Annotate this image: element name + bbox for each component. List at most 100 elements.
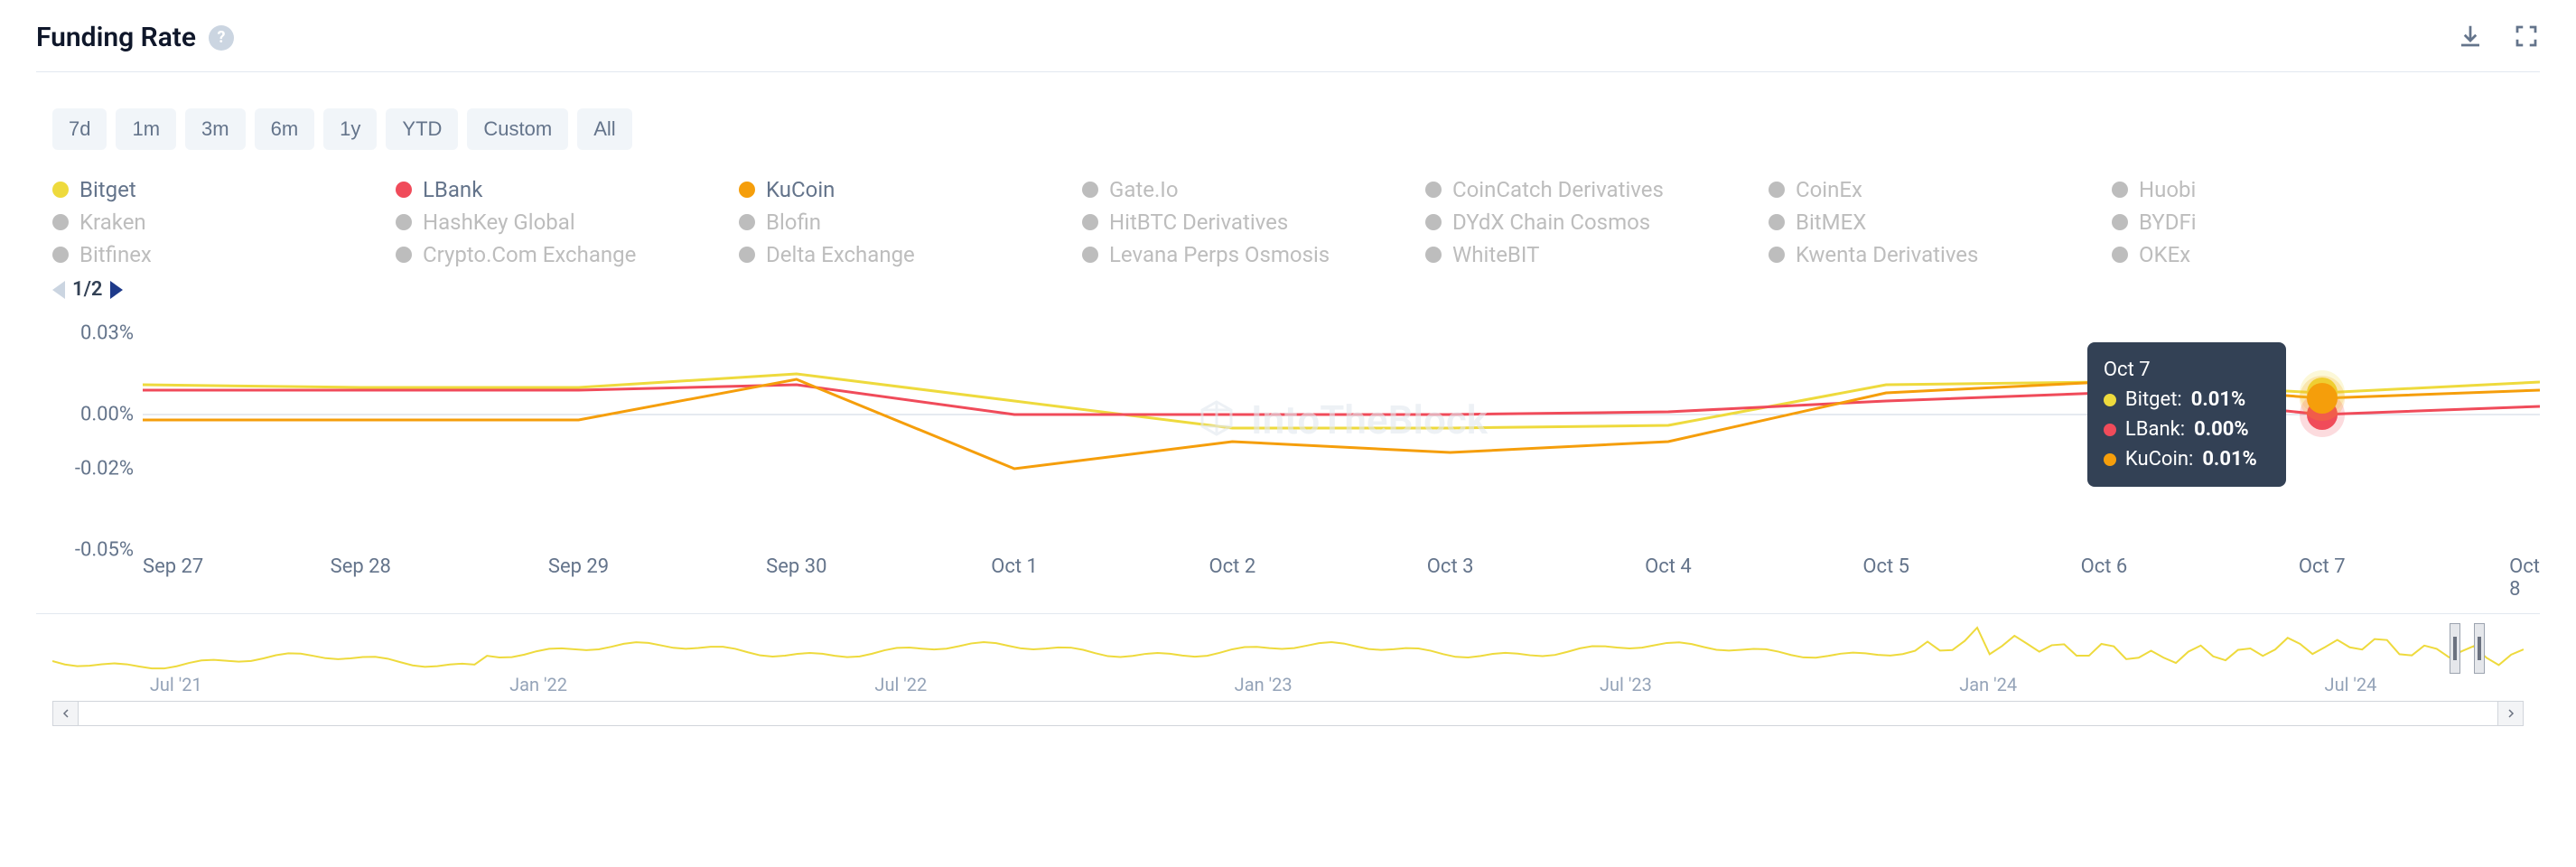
- x-axis-label: Oct 4: [1645, 555, 1692, 578]
- legend-item[interactable]: LBank: [396, 177, 739, 202]
- x-axis-label: Oct 2: [1209, 555, 1256, 578]
- x-axis-label: Oct 6: [2081, 555, 2128, 578]
- legend-item[interactable]: Kwenta Derivatives: [1769, 242, 2112, 267]
- scroll-right-button[interactable]: [2497, 702, 2523, 725]
- navigator-x-label: Jul '22: [874, 674, 927, 695]
- legend-item[interactable]: KuCoin: [739, 177, 1082, 202]
- header-actions: [2457, 23, 2540, 53]
- pager-prev-icon[interactable]: [52, 281, 65, 299]
- legend-label: Delta Exchange: [766, 242, 915, 267]
- y-axis: 0.03%0.00%-0.02%-0.05%: [52, 333, 143, 550]
- range-button-custom[interactable]: Custom: [467, 108, 568, 150]
- legend-dot-icon: [1082, 182, 1098, 198]
- legend-dot-icon: [52, 214, 69, 230]
- legend-dot-icon: [1769, 182, 1785, 198]
- legend-item[interactable]: Levana Perps Osmosis: [1082, 242, 1425, 267]
- range-button-1m[interactable]: 1m: [116, 108, 176, 150]
- x-axis-label: Oct 5: [1862, 555, 1909, 578]
- navigator-chart[interactable]: Jul '21Jan '22Jul '22Jan '23Jul '23Jan '…: [52, 623, 2524, 695]
- legend-item[interactable]: OKEx: [2112, 242, 2455, 267]
- y-axis-label: 0.00%: [80, 404, 134, 426]
- legend-dot-icon: [2112, 247, 2128, 263]
- legend-item[interactable]: Bitfinex: [52, 242, 396, 267]
- series-line: [143, 385, 2540, 415]
- legend-dot-icon: [52, 182, 69, 198]
- title-wrap: Funding Rate ?: [36, 22, 234, 53]
- range-button-6m[interactable]: 6m: [255, 108, 315, 150]
- range-button-3m[interactable]: 3m: [185, 108, 246, 150]
- navigator-x-label: Jan '24: [1959, 674, 2017, 695]
- legend-item[interactable]: Bitget: [52, 177, 396, 202]
- help-icon[interactable]: ?: [209, 25, 234, 51]
- x-axis-label: Oct 3: [1427, 555, 1474, 578]
- navigator-x-label: Jan '23: [1235, 674, 1293, 695]
- legend-label: HitBTC Derivatives: [1109, 210, 1288, 235]
- legend-pager: 1/2: [36, 278, 2540, 301]
- legend-label: Bitfinex: [79, 242, 152, 267]
- legend-dot-icon: [1082, 214, 1098, 230]
- plot-area[interactable]: IntoTheBlock Oct 7Bitget: 0.01%LBank: 0.…: [143, 333, 2540, 550]
- navigator-x-label: Jul '24: [2325, 674, 2377, 695]
- y-axis-label: -0.05%: [75, 539, 134, 562]
- legend-label: BYDFi: [2139, 210, 2197, 235]
- range-selector: 7d1m3m6m1yYTDCustomAll: [36, 108, 2540, 150]
- legend-item[interactable]: CoinEx: [1769, 177, 2112, 202]
- legend-item[interactable]: Delta Exchange: [739, 242, 1082, 267]
- navigator-scrollbar[interactable]: [52, 701, 2524, 726]
- range-button-ytd[interactable]: YTD: [386, 108, 458, 150]
- legend-dot-icon: [396, 182, 412, 198]
- legend-item[interactable]: WhiteBIT: [1425, 242, 1769, 267]
- legend-item[interactable]: Blofin: [739, 210, 1082, 235]
- x-axis-label: Oct 8: [2509, 555, 2540, 601]
- y-axis-label: 0.03%: [80, 322, 134, 345]
- legend-item[interactable]: HitBTC Derivatives: [1082, 210, 1425, 235]
- legend-item[interactable]: Crypto.Com Exchange: [396, 242, 739, 267]
- legend-item[interactable]: HashKey Global: [396, 210, 739, 235]
- legend-item[interactable]: Huobi: [2112, 177, 2455, 202]
- legend-item[interactable]: CoinCatch Derivatives: [1425, 177, 1769, 202]
- legend-label: Crypto.Com Exchange: [423, 242, 636, 267]
- scroll-left-button[interactable]: [53, 702, 79, 725]
- legend-dot-icon: [739, 214, 755, 230]
- pager-next-icon[interactable]: [110, 281, 123, 299]
- range-button-7d[interactable]: 7d: [52, 108, 107, 150]
- navigator-handle[interactable]: [2450, 623, 2460, 674]
- navigator-x-label: Jan '22: [509, 674, 567, 695]
- navigator: Jul '21Jan '22Jul '22Jan '23Jul '23Jan '…: [36, 613, 2540, 726]
- legend-item[interactable]: BYDFi: [2112, 210, 2455, 235]
- legend-dot-icon: [739, 182, 755, 198]
- navigator-x-label: Jul '23: [1600, 674, 1652, 695]
- legend-item[interactable]: BitMEX: [1769, 210, 2112, 235]
- main-chart[interactable]: 0.03%0.00%-0.02%-0.05% IntoTheBlock Oct …: [36, 333, 2540, 586]
- legend-label: BitMEX: [1796, 210, 1866, 235]
- x-axis: Sep 27Sep 28Sep 29Sep 30Oct 1Oct 2Oct 3O…: [143, 550, 2540, 586]
- legend-dot-icon: [52, 247, 69, 263]
- legend-dot-icon: [2112, 182, 2128, 198]
- legend-dot-icon: [1425, 214, 1442, 230]
- legend-dot-icon: [1425, 247, 1442, 263]
- pager-label: 1/2: [72, 278, 103, 301]
- legend-label: Kraken: [79, 210, 146, 235]
- fullscreen-icon[interactable]: [2513, 23, 2540, 53]
- x-axis-label: Sep 27: [143, 555, 203, 578]
- legend-label: WhiteBIT: [1452, 242, 1539, 267]
- x-axis-label: Oct 7: [2299, 555, 2346, 578]
- legend-dot-icon: [2112, 214, 2128, 230]
- range-button-1y[interactable]: 1y: [323, 108, 377, 150]
- x-axis-label: Sep 30: [766, 555, 826, 578]
- legend-label: KuCoin: [766, 177, 835, 202]
- range-button-all[interactable]: All: [577, 108, 631, 150]
- legend-dot-icon: [396, 247, 412, 263]
- legend-item[interactable]: Kraken: [52, 210, 396, 235]
- legend-label: Kwenta Derivatives: [1796, 242, 1978, 267]
- x-axis-label: Sep 29: [548, 555, 609, 578]
- page-title: Funding Rate: [36, 22, 196, 53]
- legend-item[interactable]: DYdX Chain Cosmos: [1425, 210, 1769, 235]
- divider: [36, 71, 2540, 72]
- legend-dot-icon: [739, 247, 755, 263]
- legend-dot-icon: [1082, 247, 1098, 263]
- download-icon[interactable]: [2457, 23, 2484, 53]
- navigator-handle[interactable]: [2474, 623, 2485, 674]
- legend-dot-icon: [396, 214, 412, 230]
- legend-item[interactable]: Gate.Io: [1082, 177, 1425, 202]
